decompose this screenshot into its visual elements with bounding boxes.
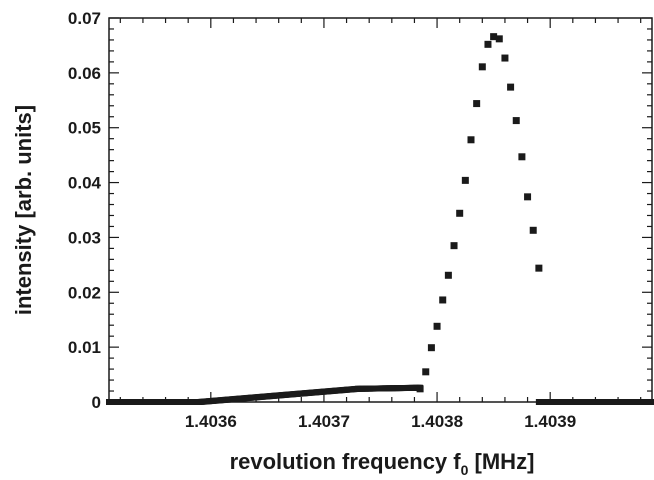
y-tick-label: 0.03: [68, 228, 101, 247]
x-tick-label: 1.4038: [411, 412, 463, 431]
y-tick-label: 0: [92, 393, 101, 412]
x-tick-label: 1.4039: [524, 412, 576, 431]
peak-point: [512, 117, 520, 125]
peak-point: [490, 33, 498, 41]
peak-point: [529, 226, 537, 234]
axes: [108, 17, 653, 403]
peak-point: [478, 63, 486, 71]
peak-point: [450, 242, 458, 250]
peak-point: [535, 264, 543, 272]
peak-point: [473, 100, 481, 108]
peak-point: [422, 368, 430, 376]
x-tick-label: 1.4037: [298, 412, 350, 431]
tick-labels: 1.4036 1.4037 1.4038 1.4039 0 0.01 0.02 0.03 0.0…: [68, 9, 576, 431]
plot-area: [109, 18, 652, 402]
x-axis-label: revolution frequency f0 [MHz]: [230, 449, 535, 478]
peak-point: [433, 322, 441, 330]
y-tick-label: 0.02: [68, 283, 101, 302]
peak-point: [439, 296, 447, 304]
peak-point: [518, 153, 526, 161]
peak-point: [456, 209, 464, 217]
peak-point: [416, 385, 424, 393]
y-tick-label: 0.04: [68, 174, 102, 193]
peak-point: [507, 83, 515, 91]
y-tick-label: 0.06: [68, 64, 101, 83]
peak-point: [461, 176, 469, 184]
x-axis-label-unit: [MHz]: [468, 449, 534, 474]
peak-point: [495, 35, 503, 43]
ticks: [109, 17, 652, 403]
plot-frame: [108, 17, 653, 403]
peak-point: [444, 271, 452, 279]
x-axis-label-main: revolution frequency f: [230, 449, 462, 474]
peak-point: [427, 344, 435, 352]
y-axis-label: intensity [arb. units]: [11, 105, 36, 315]
peak-point: [524, 193, 532, 201]
y-tick-label: 0.07: [68, 9, 101, 28]
y-tick-label: 0.01: [68, 338, 101, 357]
x-axis-label-subscript: 0: [461, 462, 469, 478]
peak-point: [484, 40, 492, 48]
peak-point: [467, 136, 475, 144]
x-tick-label: 1.4036: [185, 412, 237, 431]
peak-point: [501, 54, 509, 62]
y-tick-label: 0.05: [68, 119, 101, 138]
